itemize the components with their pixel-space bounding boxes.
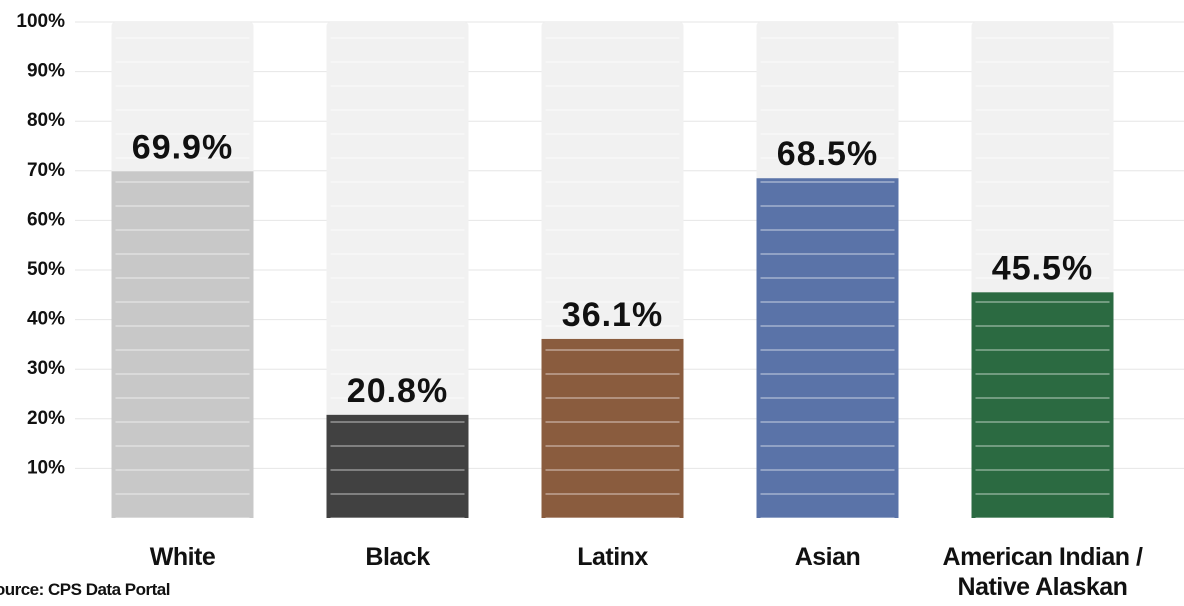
y-tick-label: 80% [27,110,65,131]
y-tick-label: 30% [27,358,65,379]
x-tick-label: Black [365,543,430,571]
bar [971,292,1114,518]
y-tick-label: 70% [27,160,65,181]
bar [111,171,254,518]
book-stack [326,22,469,518]
value-label: 69.9% [132,128,233,166]
y-tick-label: 90% [27,61,65,82]
x-tick-label: White [149,543,216,571]
source-note: Source: CPS Data Portal [0,580,170,599]
y-tick-label: 100% [16,11,65,32]
value-label: 36.1% [562,296,663,334]
y-tick-label: 20% [27,408,65,429]
y-tick-label: 40% [27,309,65,330]
x-tick-label: Asian [794,543,861,571]
bar [541,338,684,518]
x-tick-label: Latinx [577,543,648,571]
bar [756,178,899,519]
value-label: 20.8% [347,372,448,410]
x-tick-label: American Indian / Native Alaskan [942,543,1143,601]
value-label: 45.5% [992,249,1093,287]
y-tick-label: 10% [27,457,65,478]
bar [326,414,469,518]
y-tick-label: 60% [27,209,65,230]
y-tick-label: 50% [27,259,65,280]
value-label: 68.5% [777,135,878,173]
